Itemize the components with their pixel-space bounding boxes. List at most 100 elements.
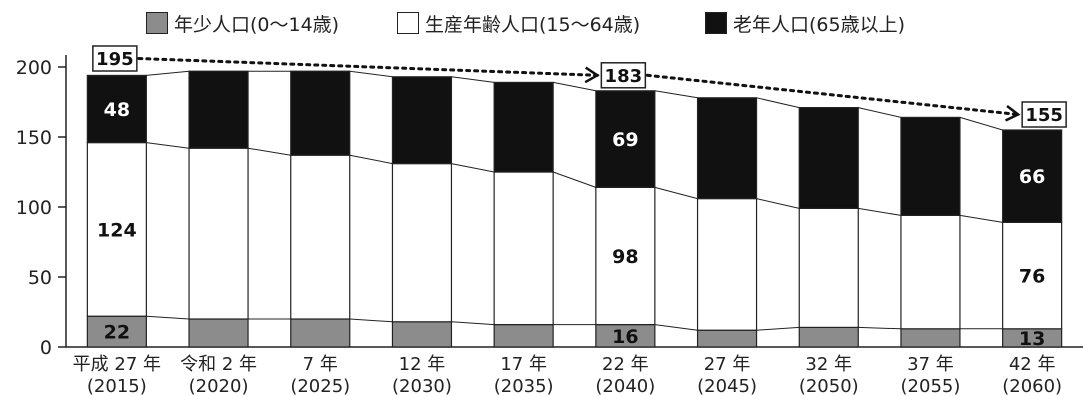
bar-segment [290, 154, 351, 320]
x-tick-label-year: (2045) [697, 376, 757, 396]
bar-segment [391, 321, 453, 348]
bar-segment [696, 198, 758, 331]
legend-swatch-elderly [705, 12, 727, 34]
bar-segment [595, 90, 656, 189]
x-tick-label-year: (2055) [901, 376, 961, 396]
data-label: 98 [612, 246, 638, 268]
bar-segment [493, 324, 554, 348]
boundary-connector [756, 198, 800, 209]
bar-segment [900, 116, 961, 217]
data-label: 124 [97, 219, 137, 241]
bar-segment [290, 318, 351, 348]
bar-segment [900, 328, 961, 348]
total-callout-label: 195 [96, 49, 134, 70]
boundary-connector [959, 116, 1003, 131]
boundary-connector [451, 163, 495, 173]
bar-segment [391, 163, 453, 323]
connector-lines [146, 70, 1003, 331]
bar-segment [1002, 129, 1063, 224]
legend-swatch-working [397, 12, 419, 34]
trend-arrow-line [645, 73, 1020, 116]
x-tick-label-year: (2020) [189, 376, 249, 396]
boundary-connector [146, 70, 190, 76]
data-labels: 22 124 48 16 98 69 13 76 66 [97, 99, 1045, 350]
trend-arrow-head [1004, 104, 1021, 122]
legend-label-young: 年少人口(0～14歳) [174, 13, 340, 36]
axes: 0 50 100 150 200 [16, 55, 1083, 359]
bar-segment [696, 329, 758, 348]
x-tick-label-era: 令和 2 年 [180, 354, 257, 375]
x-tick-label-year: (2030) [392, 376, 452, 396]
x-tick-label-era: 22 年 [602, 354, 649, 375]
data-label: 22 [104, 322, 130, 344]
boundary-connector [349, 318, 393, 323]
legend-item-working: 生産年齢人口(15～64歳) [397, 8, 640, 38]
boundary-connector [858, 207, 902, 216]
trend-arrow-head [584, 66, 600, 84]
legend-label-elderly: 老年人口(65歳以上) [733, 13, 906, 36]
boundary-connector [247, 147, 291, 156]
x-tick-label-era: 27 年 [704, 354, 751, 375]
data-label: 48 [104, 99, 130, 121]
y-tick-label: 100 [16, 197, 52, 219]
boundary-connector [146, 315, 190, 320]
x-tick-label-era: 17 年 [500, 354, 547, 375]
boundary-connector [451, 321, 495, 326]
legend-item-young: 年少人口(0～14歳) [146, 8, 339, 38]
x-tick-label-era: 37 年 [907, 354, 954, 375]
total-callouts: 195 183 155 [92, 45, 1067, 128]
boundary-connector [654, 324, 698, 331]
bar-segment [900, 214, 961, 330]
bar-segment [798, 326, 859, 348]
legend-label-working: 生産年齢人口(15～64歳) [425, 13, 641, 36]
bar-segment [798, 207, 859, 328]
x-tick-label-year: (2060) [1002, 376, 1062, 396]
bar-segment [188, 70, 249, 149]
x-tick-label-year: (2040) [595, 376, 655, 396]
total-callout-label: 183 [605, 66, 643, 87]
total-callout-box [600, 62, 647, 89]
bar-segment [595, 186, 656, 326]
boundary-connector [756, 326, 800, 331]
legend-swatch-young [146, 12, 168, 34]
data-label: 66 [1019, 166, 1045, 188]
total-callout-box [1021, 101, 1067, 128]
bar-segment [86, 315, 147, 348]
x-tick-label-era: 42 年 [1009, 354, 1056, 375]
bar-segment [86, 74, 147, 144]
bar-segment [493, 171, 554, 326]
x-tick-label-era: 32 年 [805, 354, 852, 375]
bar-segment [493, 81, 554, 173]
total-callout-label: 155 [1025, 105, 1063, 126]
boundary-connector [858, 326, 901, 330]
y-tick-label: 150 [16, 127, 52, 149]
bar-segment [290, 70, 351, 156]
boundary-connector [146, 142, 190, 149]
boundary-connector [858, 107, 902, 118]
boundary-connector [451, 76, 495, 83]
bar-segment [86, 142, 147, 317]
boundary-connector [654, 186, 698, 200]
boundary-connector [349, 70, 393, 78]
boundary-connector [553, 81, 596, 92]
y-tick-label: 200 [16, 57, 52, 79]
bar-segment [798, 106, 859, 210]
x-tick-label-year: (2025) [290, 376, 350, 396]
y-tick-label: 50 [28, 267, 52, 289]
x-axis-labels: 平成 27 年(2015)令和 2 年(2020)7 年(2025)12 年(2… [73, 354, 1062, 396]
x-tick-label-era: 7 年 [303, 354, 338, 375]
bar-segment [391, 76, 453, 165]
legend-item-elderly: 老年人口(65歳以上) [705, 8, 905, 38]
x-tick-label-era: 平成 27 年 [73, 354, 161, 375]
bar-segment [188, 318, 249, 348]
x-tick-label-year: (2035) [494, 376, 554, 396]
data-label: 16 [612, 326, 638, 348]
total-callout-box [92, 45, 138, 72]
trend-arrow-line [137, 57, 599, 77]
boundary-connector [654, 90, 698, 99]
data-label: 69 [612, 129, 638, 151]
boundary-connector [959, 214, 1003, 223]
bar-segment [696, 97, 758, 200]
x-tick-label-era: 12 年 [399, 354, 446, 375]
data-label: 76 [1019, 266, 1045, 288]
